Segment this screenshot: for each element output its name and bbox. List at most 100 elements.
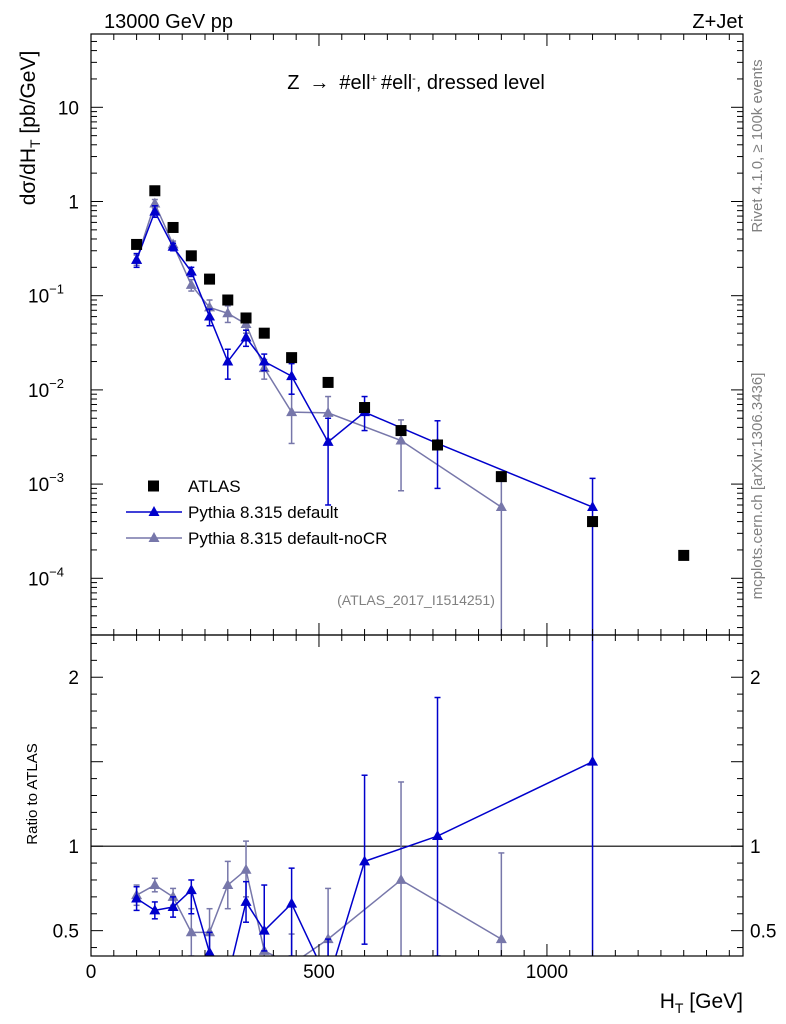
atlas-point [167,221,179,233]
legend-label: ATLAS [188,477,241,496]
main-y-tick-label: 10−3 [28,470,64,496]
default-point [286,370,298,381]
default-point [149,205,161,216]
main-ylabel-sub: T [27,139,43,148]
ratio-noCR-point [222,879,234,890]
title-sup-2: - [412,73,416,85]
ratio-default-point [131,892,143,903]
noCR-line [135,201,502,508]
default-point [240,331,252,342]
ratio-default-point [222,972,233,982]
ratio-default-point [587,755,599,766]
atlas-point [286,352,298,364]
atlas-point [204,273,216,285]
atlas-point [359,402,371,414]
legend-label: Pythia 8.315 default [188,503,339,522]
tick-base: 10 [28,381,49,402]
main-ylabel-a: dσ/dH [17,148,40,205]
title-lepton-2: #ell [381,72,412,94]
default-point [204,310,216,321]
main-plot-area [131,185,690,635]
default-point [131,253,143,264]
title-prefix: Z [287,72,299,94]
ratio-noCR-point [149,879,161,890]
atlas-point [131,238,143,250]
header-left: 13000 GeV pp [104,11,233,33]
ratio-noCR-point [395,874,407,884]
xlabel: HT [GeV] [660,990,743,1016]
tick-base: 10 [28,569,49,590]
noCR-point [395,434,407,445]
x-tick-label: 0 [86,962,97,983]
ratio-y-tick-label-left: 2 [68,668,79,689]
main-y-tick-label: 1 [68,192,79,213]
x-tick-label: 500 [303,962,335,983]
default-point [222,355,234,366]
atlas-point [222,294,234,306]
ratio-noCR-point [322,933,334,944]
default-line [135,209,593,508]
tick-exponent: −3 [49,470,64,485]
atlas-point [432,439,444,451]
noCR-point [495,501,507,512]
tick-exponent: −1 [49,282,64,297]
atlas-point [587,516,599,528]
legend: ATLAS Pythia 8.315 default Pythia 8.315 de… [126,477,387,548]
ratio-default-point [432,830,444,841]
title-arrow: → [309,72,329,94]
main-y-tick-label: 10−2 [28,376,64,402]
xlabel-a: H [660,990,675,1013]
ratio-noCR-point [495,933,507,944]
ratio-default-point [149,904,161,915]
ratio-y-tick-label-left: 1 [68,837,79,858]
atlas-point [185,250,197,262]
plot-title: Z → #ell+ #ell-, dressed level [287,72,545,94]
mcplots-label: mcplots.cern.ch [arXiv:1306.3436] [749,373,766,600]
noCR-point [222,307,234,318]
ratio-frame [90,634,744,957]
main-y-tick-label: 10−4 [28,564,64,590]
main-ylabel: dσ/dHT [pb/GeV] [17,51,43,206]
noCR-point [322,406,334,417]
ratio-default-point [258,924,270,935]
x-tick-label: 1000 [526,962,568,983]
legend-marker [148,532,160,542]
legend-marker [148,506,160,516]
ratio-noCR-point [286,959,297,969]
analysis-id: (ATLAS_2017_I1514251) [337,592,495,608]
tick-exponent: −2 [49,376,64,391]
default-point [322,436,334,446]
ratio-default-point [286,897,298,908]
ratio-y-tick-label-right: 0.5 [750,922,776,943]
atlas-point [495,471,507,483]
title-suffix: , dressed level [416,72,545,94]
legend-marker-atlas [148,480,159,492]
header-right: Z+Jet [692,11,743,33]
ratio-noCR-point [167,890,179,901]
ratio-y-tick-label-right: 2 [750,668,761,689]
atlas-point [149,185,161,197]
ratio-y-tick-label-right: 1 [750,837,761,858]
rivet-label: Rivet 4.1.0, ≥ 100k events [749,59,766,232]
atlas-point [395,425,407,437]
atlas-point [322,376,334,388]
main-ylabel-b: [pb/GeV] [17,51,40,140]
tick-base: 10 [28,475,49,496]
ratio-default-point [359,855,371,866]
ratio-noCR-point [240,863,252,874]
ratio-ylabel: Ratio to ATLAS [24,743,41,844]
atlas-point [678,549,690,561]
ratio-default-point [167,901,179,911]
default-point [258,355,270,366]
default-point [587,501,599,512]
ratio-noCR-line [136,868,502,956]
ratio-default-point [204,946,215,956]
default-point [167,240,179,251]
xlabel-b: [GeV] [683,990,743,1013]
tick-exponent: −4 [49,564,64,579]
title-sup-1: + [371,73,377,85]
ratio-default-point [185,884,197,895]
tick-base: 10 [28,287,49,308]
